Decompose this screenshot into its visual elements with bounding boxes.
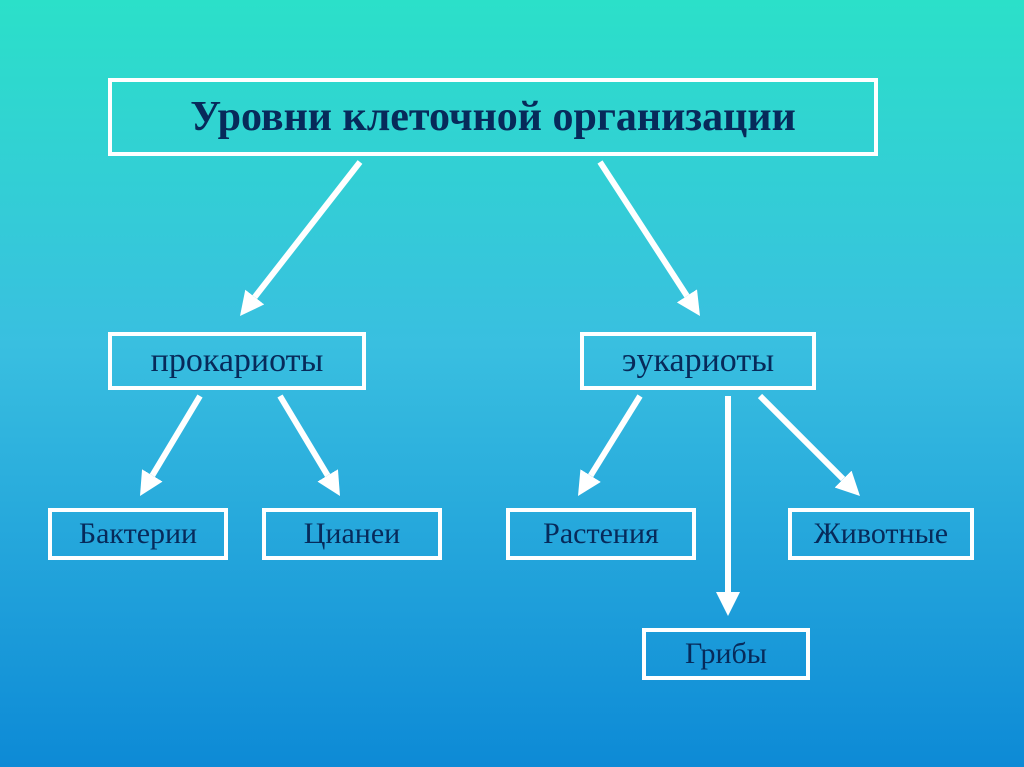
title-label: Уровни клеточной организации [190,93,796,141]
title-box: Уровни клеточной организации [108,78,878,156]
bacteria-label: Бактерии [79,517,197,551]
bacteria-box: Бактерии [48,508,228,560]
animals-box: Животные [788,508,974,560]
cyanea-box: Цианеи [262,508,442,560]
cyanea-label: Цианеи [304,517,400,551]
fungi-label: Грибы [685,637,767,671]
eukaryotes-box: эукариоты [580,332,816,390]
plants-label: Растения [543,517,659,551]
eukaryotes-label: эукариоты [622,342,774,380]
fungi-box: Грибы [642,628,810,680]
prokaryotes-box: прокариоты [108,332,366,390]
plants-box: Растения [506,508,696,560]
animals-label: Животные [814,517,948,551]
prokaryotes-label: прокариоты [151,342,324,380]
